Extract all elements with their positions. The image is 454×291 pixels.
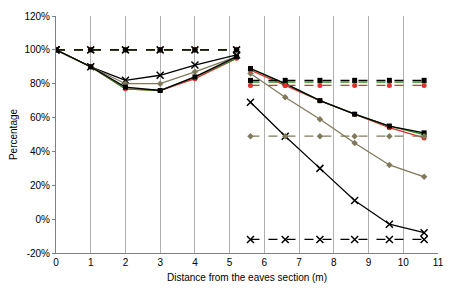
svg-text:4: 4 [192,257,198,268]
svg-text:8: 8 [331,257,337,268]
svg-text:20%: 20% [30,180,50,191]
svg-text:11: 11 [433,257,444,268]
svg-text:9: 9 [366,257,372,268]
svg-text:0%: 0% [36,214,51,225]
svg-text:6: 6 [262,257,268,268]
svg-text:-20%: -20% [27,248,50,259]
svg-text:Percentage: Percentage [8,108,19,160]
svg-text:60%: 60% [30,112,50,123]
svg-text:Distance from the eaves sectio: Distance from the eaves section (m) [167,272,327,283]
svg-text:1: 1 [88,257,94,268]
svg-text:7: 7 [296,257,302,268]
svg-text:120%: 120% [24,11,50,22]
svg-text:100%: 100% [24,44,50,55]
svg-text:10: 10 [398,257,410,268]
svg-text:2: 2 [123,257,129,268]
svg-text:3: 3 [157,257,163,268]
svg-text:40%: 40% [30,146,50,157]
svg-text:80%: 80% [30,78,50,89]
svg-text:0: 0 [53,257,59,268]
svg-text:5: 5 [227,257,233,268]
